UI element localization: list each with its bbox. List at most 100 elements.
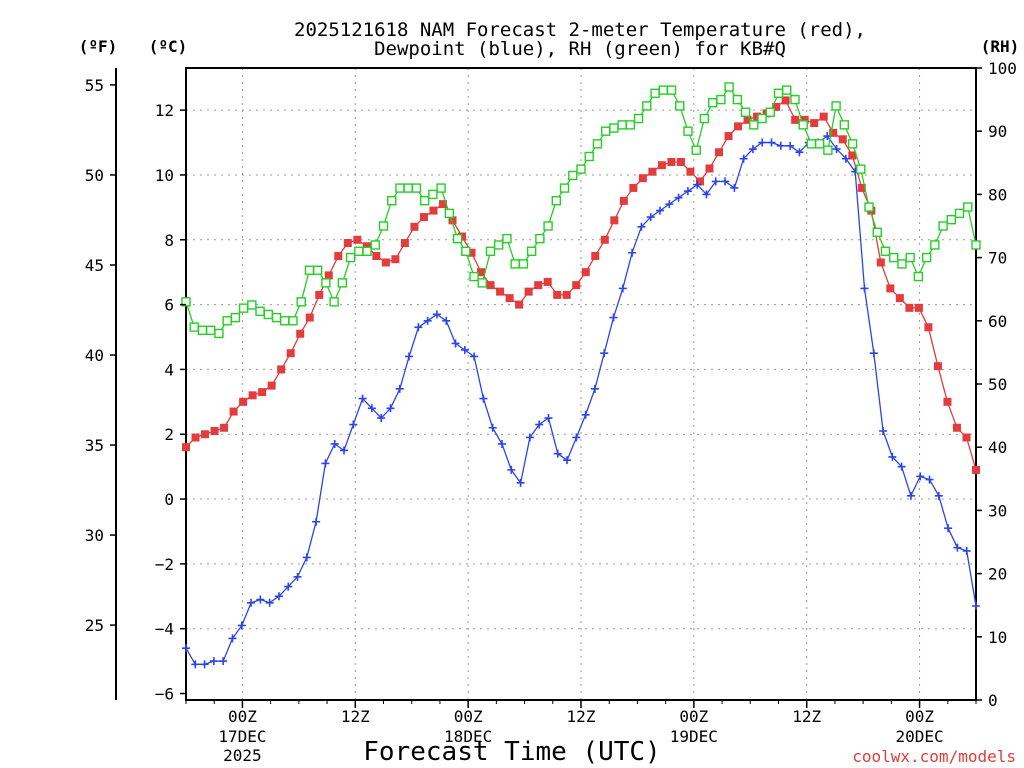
temperature-point <box>182 443 190 452</box>
temperature-point <box>267 381 276 390</box>
dewpoint-point <box>330 439 339 448</box>
rh-point <box>280 316 290 326</box>
temperature-point <box>943 397 952 406</box>
temperature-point <box>210 426 219 435</box>
rh-point <box>576 164 586 174</box>
dewpoint-point <box>609 313 618 322</box>
rh-point <box>362 246 372 256</box>
dewpoint-point <box>237 621 246 630</box>
temperature-point <box>277 365 286 374</box>
rh-point <box>699 113 710 124</box>
rh-point <box>740 107 751 117</box>
temperature-point <box>191 433 200 442</box>
dewpoint-point <box>563 456 572 465</box>
dewpoint-point <box>432 310 441 319</box>
rh-tick-label: 10 <box>988 628 1007 647</box>
series-temperature <box>182 96 980 474</box>
temperature-point <box>343 239 352 248</box>
temperature-point <box>734 122 743 131</box>
dewpoint-point <box>377 414 386 423</box>
dewpoint-point <box>395 384 404 393</box>
rh-point <box>395 183 405 193</box>
dewpoint-point <box>516 478 525 487</box>
rh-point <box>856 164 866 174</box>
rh-point <box>387 196 397 206</box>
rh-point <box>683 126 693 136</box>
rh-point <box>222 316 232 326</box>
temperature-point <box>315 290 324 299</box>
rh-point <box>872 227 882 238</box>
x-tick-year: 2025 <box>223 746 262 765</box>
rh-point <box>864 202 874 212</box>
chart-title: 2025121618 NAM Forecast 2-meter Temperat… <box>294 19 866 41</box>
temperature-point <box>524 287 533 296</box>
temperature-point <box>619 196 628 205</box>
dewpoint-point <box>358 394 367 403</box>
dewpoint-point <box>693 180 702 189</box>
dewpoint-point <box>860 284 869 293</box>
rh-point <box>938 221 948 231</box>
rh-point <box>214 328 224 339</box>
rh-point <box>411 183 422 193</box>
dewpoint-point <box>321 459 330 468</box>
dewpoint-point <box>340 446 348 455</box>
temperature-point <box>648 167 657 176</box>
temperature-point <box>667 157 676 166</box>
temperature-point <box>895 294 904 303</box>
dewpoint-point <box>191 660 200 669</box>
temperature-point <box>229 407 238 416</box>
temperature-point <box>905 303 914 312</box>
rh-point <box>724 82 734 92</box>
temperature-point <box>286 349 295 358</box>
temperature-point <box>952 423 961 432</box>
rh-point <box>609 123 619 133</box>
dewpoint-point <box>953 543 962 552</box>
dewpoint-point <box>479 394 488 403</box>
rh-point <box>329 297 339 307</box>
rh-point <box>897 259 907 269</box>
rh-point <box>494 240 504 250</box>
rh-point <box>782 85 792 95</box>
x-tick-time: 00Z <box>679 707 708 726</box>
rh-point <box>510 259 520 269</box>
rh-point <box>592 139 603 149</box>
dewpoint-point <box>470 352 479 361</box>
temperature-point <box>553 290 562 299</box>
rh-point <box>312 265 323 275</box>
rh-point <box>905 252 915 263</box>
dewpoint-point <box>972 602 980 611</box>
temperature-point <box>381 258 390 267</box>
temperature-point <box>743 115 752 124</box>
temperature-point <box>448 216 457 225</box>
x-tick-date: 19DEC <box>670 727 718 746</box>
rh-point <box>880 246 891 256</box>
temperature-point <box>324 271 333 280</box>
rh-tick-label: 50 <box>988 375 1007 394</box>
dewpoint-point <box>423 316 432 325</box>
fahrenheit-unit-label: (ºF) <box>79 37 118 56</box>
celsius-tick-label: −6 <box>155 685 174 704</box>
dewpoint-point <box>293 572 302 581</box>
dewpoint-point <box>925 475 934 484</box>
grid-lines <box>186 68 976 700</box>
dewpoint-point <box>879 426 888 435</box>
x-tick-time: 00Z <box>454 707 483 726</box>
rh-point <box>436 183 446 193</box>
x-tick-time: 12Z <box>341 707 370 726</box>
temperature-point <box>886 284 895 293</box>
rh-point <box>197 325 208 335</box>
temperature-point <box>581 268 590 277</box>
credit-link[interactable]: coolwx.com/models <box>852 747 1016 766</box>
fahrenheit-tick-label: 50 <box>85 166 104 185</box>
dewpoint-point <box>721 177 730 186</box>
rh-point <box>831 101 841 111</box>
celsius-tick-label: 0 <box>164 490 174 509</box>
temperature-point <box>496 287 505 296</box>
temperature-point <box>724 132 733 141</box>
rh-point <box>954 208 965 219</box>
rh-point <box>205 325 216 335</box>
temperature-point <box>372 251 381 260</box>
dewpoint-point <box>256 595 265 604</box>
rh-point <box>304 265 315 275</box>
dewpoint-point <box>646 213 655 222</box>
